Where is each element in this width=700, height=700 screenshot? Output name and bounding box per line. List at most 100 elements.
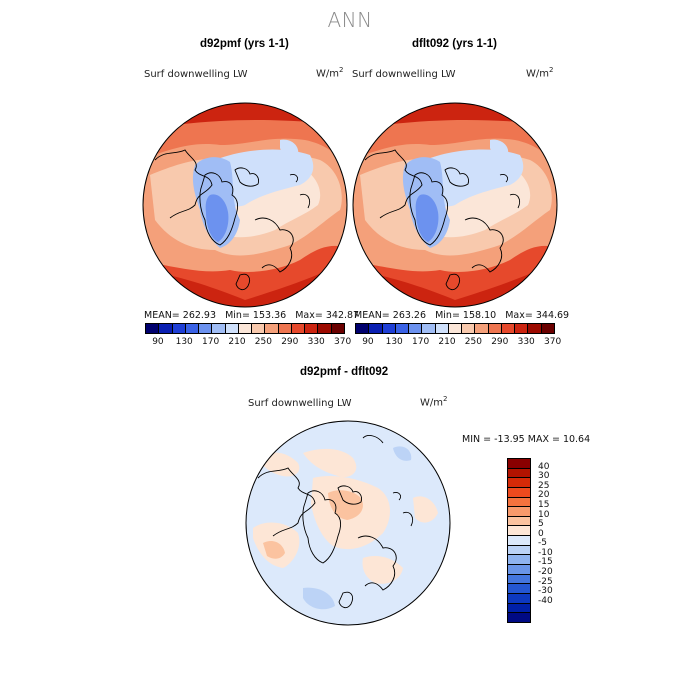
panel1-colorbar-tick-label: 130	[175, 337, 193, 347]
diff-colorbar-swatch	[508, 584, 530, 594]
diff-colorbar-swatch	[508, 459, 530, 469]
panel2-colorbar-tick-label: 330	[517, 337, 535, 347]
figure-suptitle: ANN	[327, 8, 373, 32]
panel1-colorbar-swatch	[238, 324, 253, 333]
panel2-colorbar-tick-label: 370	[544, 337, 562, 347]
diff-colorbar-swatch	[508, 516, 530, 527]
diff-colorbar-tick-label: 30	[538, 471, 550, 482]
diff-colorbar-tick-label: 25	[538, 480, 550, 491]
diff-colorbar-tick-label: 0	[538, 528, 544, 539]
panel2-colorbar-swatch	[475, 324, 489, 333]
panel2-colorbar-tick-label: 170	[412, 337, 430, 347]
panel2-colorbar-swatch	[528, 324, 542, 333]
diff-colorbar-tick-label: -15	[538, 557, 553, 568]
diff-colorbar-tick-label: -30	[538, 586, 553, 597]
panel2-colorbar-swatch	[448, 324, 463, 333]
diff-colorbar-tick-label: -20	[538, 567, 553, 578]
panel1-colorbar-swatch	[199, 324, 213, 333]
panel2-colorbar-swatch	[356, 324, 370, 333]
panel2-colorbar-swatch	[409, 324, 423, 333]
panel1-colorbar-tick-label: 290	[281, 337, 299, 347]
panel1-max: Max= 342.87	[295, 310, 360, 321]
diff-colorbar-swatch	[508, 593, 530, 604]
diff-colorbar-swatch	[508, 565, 530, 575]
panel2-mean: MEAN= 263.26	[354, 310, 427, 321]
diff-colorbar-swatch	[508, 497, 530, 508]
panel2-colorbar-swatch	[369, 324, 383, 333]
panel1-title: d92pmf (yrs 1-1)	[200, 38, 289, 50]
diff-minmax: MIN = -13.95 MAX = 10.64	[462, 434, 591, 445]
panel1-colorbar-tick-label: 170	[202, 337, 220, 347]
panel1-units: W/m2	[316, 66, 344, 80]
diff-colorbar-tick-label: 40	[538, 461, 550, 472]
diff-colorbar-tick-label: 10	[538, 509, 550, 520]
panel1-mean: MEAN= 262.93	[144, 310, 217, 321]
diff-colorbar-swatch	[508, 526, 530, 537]
panel2-colorbar-tick-label: 90	[362, 337, 374, 347]
panel1-colorbar-swatch	[185, 324, 200, 333]
panel2-colorbar-swatch	[395, 324, 410, 333]
diff-colorbar-swatch	[508, 545, 530, 556]
panel2-colorbar-swatch	[541, 324, 554, 333]
diff-colorbar-swatch	[508, 603, 530, 614]
panel1-colorbar	[145, 323, 345, 334]
diff-colorbar-tick-label: 20	[538, 490, 550, 501]
panel2-colorbar-swatch	[515, 324, 529, 333]
panel2-colorbar-swatch	[462, 324, 476, 333]
panel2-colorbar-tick-label: 250	[464, 337, 482, 347]
diff-colorbar-tick-label: 15	[538, 499, 550, 510]
panel2-stats: MEAN= 263.26 Min= 158.10 Max= 344.69	[354, 310, 569, 321]
panel1-colorbar-swatch	[172, 324, 186, 333]
panel2-colorbar-swatch	[422, 324, 436, 333]
diff-colorbar	[507, 458, 531, 623]
panel1-colorbar-swatch	[278, 324, 292, 333]
panel1-colorbar-tick-label: 210	[228, 337, 246, 347]
panel2-colorbar-swatch	[501, 324, 516, 333]
panel1-colorbar-swatch	[318, 324, 332, 333]
diff-colorbar-swatch	[508, 507, 530, 517]
panel1-colorbar-tick-label: 90	[152, 337, 164, 347]
panel1-colorbar-tick-label: 330	[307, 337, 325, 347]
diff-colorbar-tick-label: -25	[538, 576, 553, 587]
diff-polar-map	[245, 420, 451, 626]
panel1-colorbar-swatch	[252, 324, 266, 333]
diff-colorbar-swatch	[508, 487, 530, 498]
diff-colorbar-swatch	[508, 574, 530, 585]
diff-colorbar-ticks: 40 30 25 20 15 10 5 0 -5 -10 -15 -20 -25 -30 -40	[538, 458, 578, 621]
panel1-polar-map	[142, 102, 348, 308]
panel2-variable-label: Surf downwelling LW	[352, 69, 456, 80]
diff-colorbar-swatch	[508, 478, 530, 488]
panel2-max: Max= 344.69	[505, 310, 570, 321]
panel1-colorbar-tick-label: 370	[334, 337, 352, 347]
panel2-title: dflt092 (yrs 1-1)	[412, 38, 498, 50]
panel1-colorbar-swatch	[225, 324, 239, 333]
diff-colorbar-tick-label: -10	[538, 547, 553, 558]
panel1-colorbar-swatch	[291, 324, 306, 333]
diff-title: d92pmf - dflt092	[300, 366, 389, 378]
panel2-colorbar-tick-label: 210	[438, 337, 456, 347]
panel1-colorbar-swatch	[212, 324, 226, 333]
panel1-variable-label: Surf downwelling LW	[144, 69, 248, 80]
panel2-colorbar-swatch	[382, 324, 396, 333]
panel2-colorbar-swatch	[488, 324, 502, 333]
panel1-min: Min= 153.36	[225, 310, 287, 321]
panel2-colorbar-ticks: 90 130 170 210 250 290 330 370	[355, 337, 561, 349]
diff-variable-label: Surf downwelling LW	[248, 398, 352, 409]
panel1-colorbar-swatch	[146, 324, 160, 333]
panel2-units: W/m2	[526, 66, 554, 80]
panel1-colorbar-ticks: 90 130 170 210 250 290 330 370	[145, 337, 351, 349]
panel2-min: Min= 158.10	[435, 310, 497, 321]
panel2-polar-map	[352, 102, 558, 308]
panel2-colorbar-tick-label: 290	[491, 337, 509, 347]
diff-colorbar-swatch	[508, 613, 530, 622]
panel1-colorbar-swatch	[159, 324, 173, 333]
panel1-colorbar-tick-label: 250	[254, 337, 272, 347]
panel2-colorbar-tick-label: 130	[385, 337, 403, 347]
panel1-colorbar-swatch	[331, 324, 344, 333]
diff-colorbar-tick-label: 5	[538, 519, 544, 530]
diff-colorbar-swatch	[508, 468, 530, 479]
panel2-colorbar	[355, 323, 555, 334]
diff-colorbar-swatch	[508, 555, 530, 566]
panel2-colorbar-swatch	[435, 324, 449, 333]
diff-colorbar-tick-label: -40	[538, 595, 553, 606]
